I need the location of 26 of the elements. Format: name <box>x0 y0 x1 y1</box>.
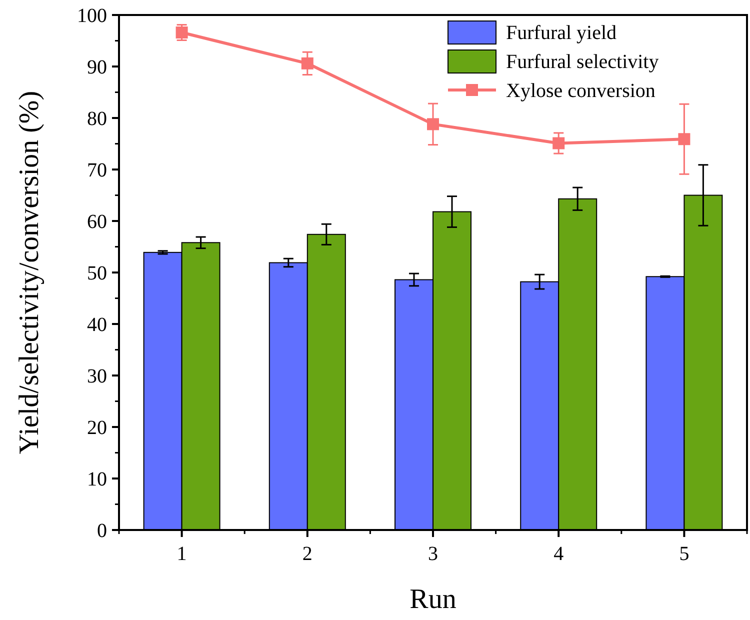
point <box>427 118 439 130</box>
legend-label: Furfural yield <box>506 22 617 44</box>
y-tick-label: 0 <box>97 520 107 542</box>
legend-label: Xylose conversion <box>506 80 656 102</box>
point <box>678 133 690 146</box>
y-tick-label: 10 <box>87 468 107 490</box>
y-tick-label: 90 <box>87 56 107 78</box>
y-tick-label: 70 <box>87 160 107 182</box>
y-tick-label: 100 <box>77 5 107 27</box>
x-tick-label: 5 <box>679 543 690 565</box>
y-tick-label: 30 <box>87 366 107 388</box>
y-tick-label: 50 <box>87 262 107 284</box>
point <box>552 137 565 150</box>
x-tick-label: 1 <box>176 543 187 565</box>
y-tick-label: 60 <box>87 211 107 233</box>
y-axis-title: Yield/selectivity/conversion (%) <box>14 90 45 454</box>
x-tick-label: 2 <box>302 543 312 565</box>
x-axis-title: Run <box>410 584 456 615</box>
x-tick-label: 3 <box>428 543 438 565</box>
y-tick-label: 80 <box>87 108 107 130</box>
y-tick-label: 20 <box>87 417 107 439</box>
legend-label: Furfural selectivity <box>506 51 659 73</box>
point <box>176 26 188 39</box>
x-tick-label: 4 <box>554 543 564 565</box>
y-tick-label: 40 <box>87 314 107 336</box>
point <box>301 57 314 70</box>
